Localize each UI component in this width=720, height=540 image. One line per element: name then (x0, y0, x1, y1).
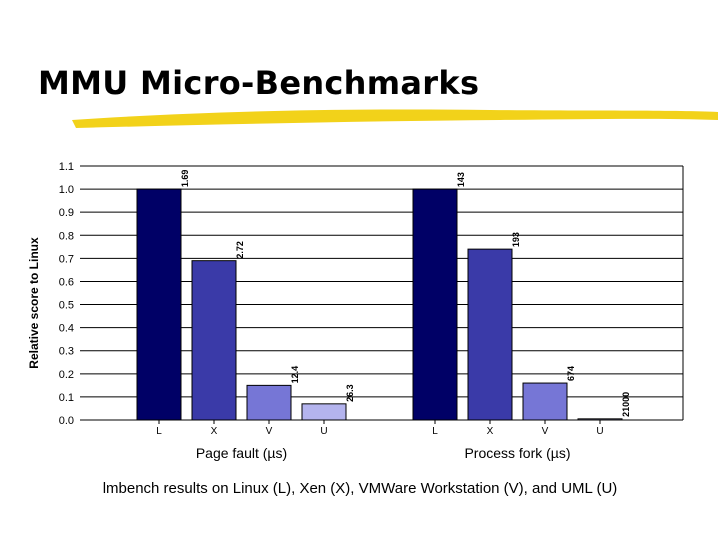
category-label: V (542, 426, 549, 437)
y-tick-label: 0.7 (59, 253, 74, 265)
category-label: L (432, 426, 438, 437)
bar-layer (136, 188, 623, 421)
y-tick-label: 1.0 (59, 184, 74, 196)
title-underline (72, 109, 718, 128)
category-label: L (156, 426, 162, 437)
data-label: 1.69 (180, 170, 190, 188)
category-label: V (266, 426, 273, 437)
data-label: 674 (566, 366, 576, 381)
bar-chart: 0.0 0.1 0.2 0.3 0.4 0.5 0.6 0.7 0.8 0.9 1.0 1.1 1.6… (27, 161, 684, 461)
category-label-layer: L X V U Page fault (µs) L X V U Process fork (µs) (156, 426, 603, 461)
y-tick-layer: 0.0 0.1 0.2 0.3 0.4 0.5 0.6 0.7 0.8 0.9 1.0 1.1 (59, 161, 74, 427)
data-label: 26.3 (345, 384, 355, 402)
y-tick-label: 0.8 (59, 230, 74, 242)
bar (577, 418, 623, 421)
data-label: 143 (456, 172, 466, 187)
y-tick-label: 0.0 (59, 415, 74, 427)
bar (191, 260, 237, 421)
bar (522, 382, 568, 421)
category-label: X (487, 426, 494, 437)
y-tick-label: 0.2 (59, 369, 74, 381)
slide-title: MMU Micro-Benchmarks (38, 64, 480, 102)
data-label: 21000 (621, 392, 631, 417)
y-tick-label: 0.1 (59, 392, 74, 404)
bar (136, 188, 182, 421)
category-label: U (596, 426, 603, 437)
data-label: 12.4 (290, 366, 300, 384)
bar (246, 384, 292, 421)
y-tick-label: 1.1 (59, 161, 74, 173)
bar (412, 188, 458, 421)
bar (301, 403, 347, 421)
data-label-layer: 1.69 2.72 12.4 26.3 143 193 674 21000 (180, 170, 631, 417)
y-tick-label: 0.9 (59, 207, 74, 219)
y-axis-label: Relative score to Linux (27, 237, 41, 369)
category-label: X (211, 426, 218, 437)
group-label: Process fork (µs) (464, 445, 570, 461)
y-tick-label: 0.6 (59, 276, 74, 288)
y-tick-label: 0.3 (59, 346, 74, 358)
data-label: 2.72 (235, 241, 245, 259)
bar (467, 248, 513, 421)
data-label: 193 (511, 232, 521, 247)
y-tick-label: 0.5 (59, 300, 74, 312)
group-label: Page fault (µs) (196, 445, 287, 461)
category-label: U (320, 426, 327, 437)
slide-caption: lmbench results on Linux (L), Xen (X), V… (102, 480, 618, 497)
y-tick-label: 0.4 (59, 323, 74, 335)
